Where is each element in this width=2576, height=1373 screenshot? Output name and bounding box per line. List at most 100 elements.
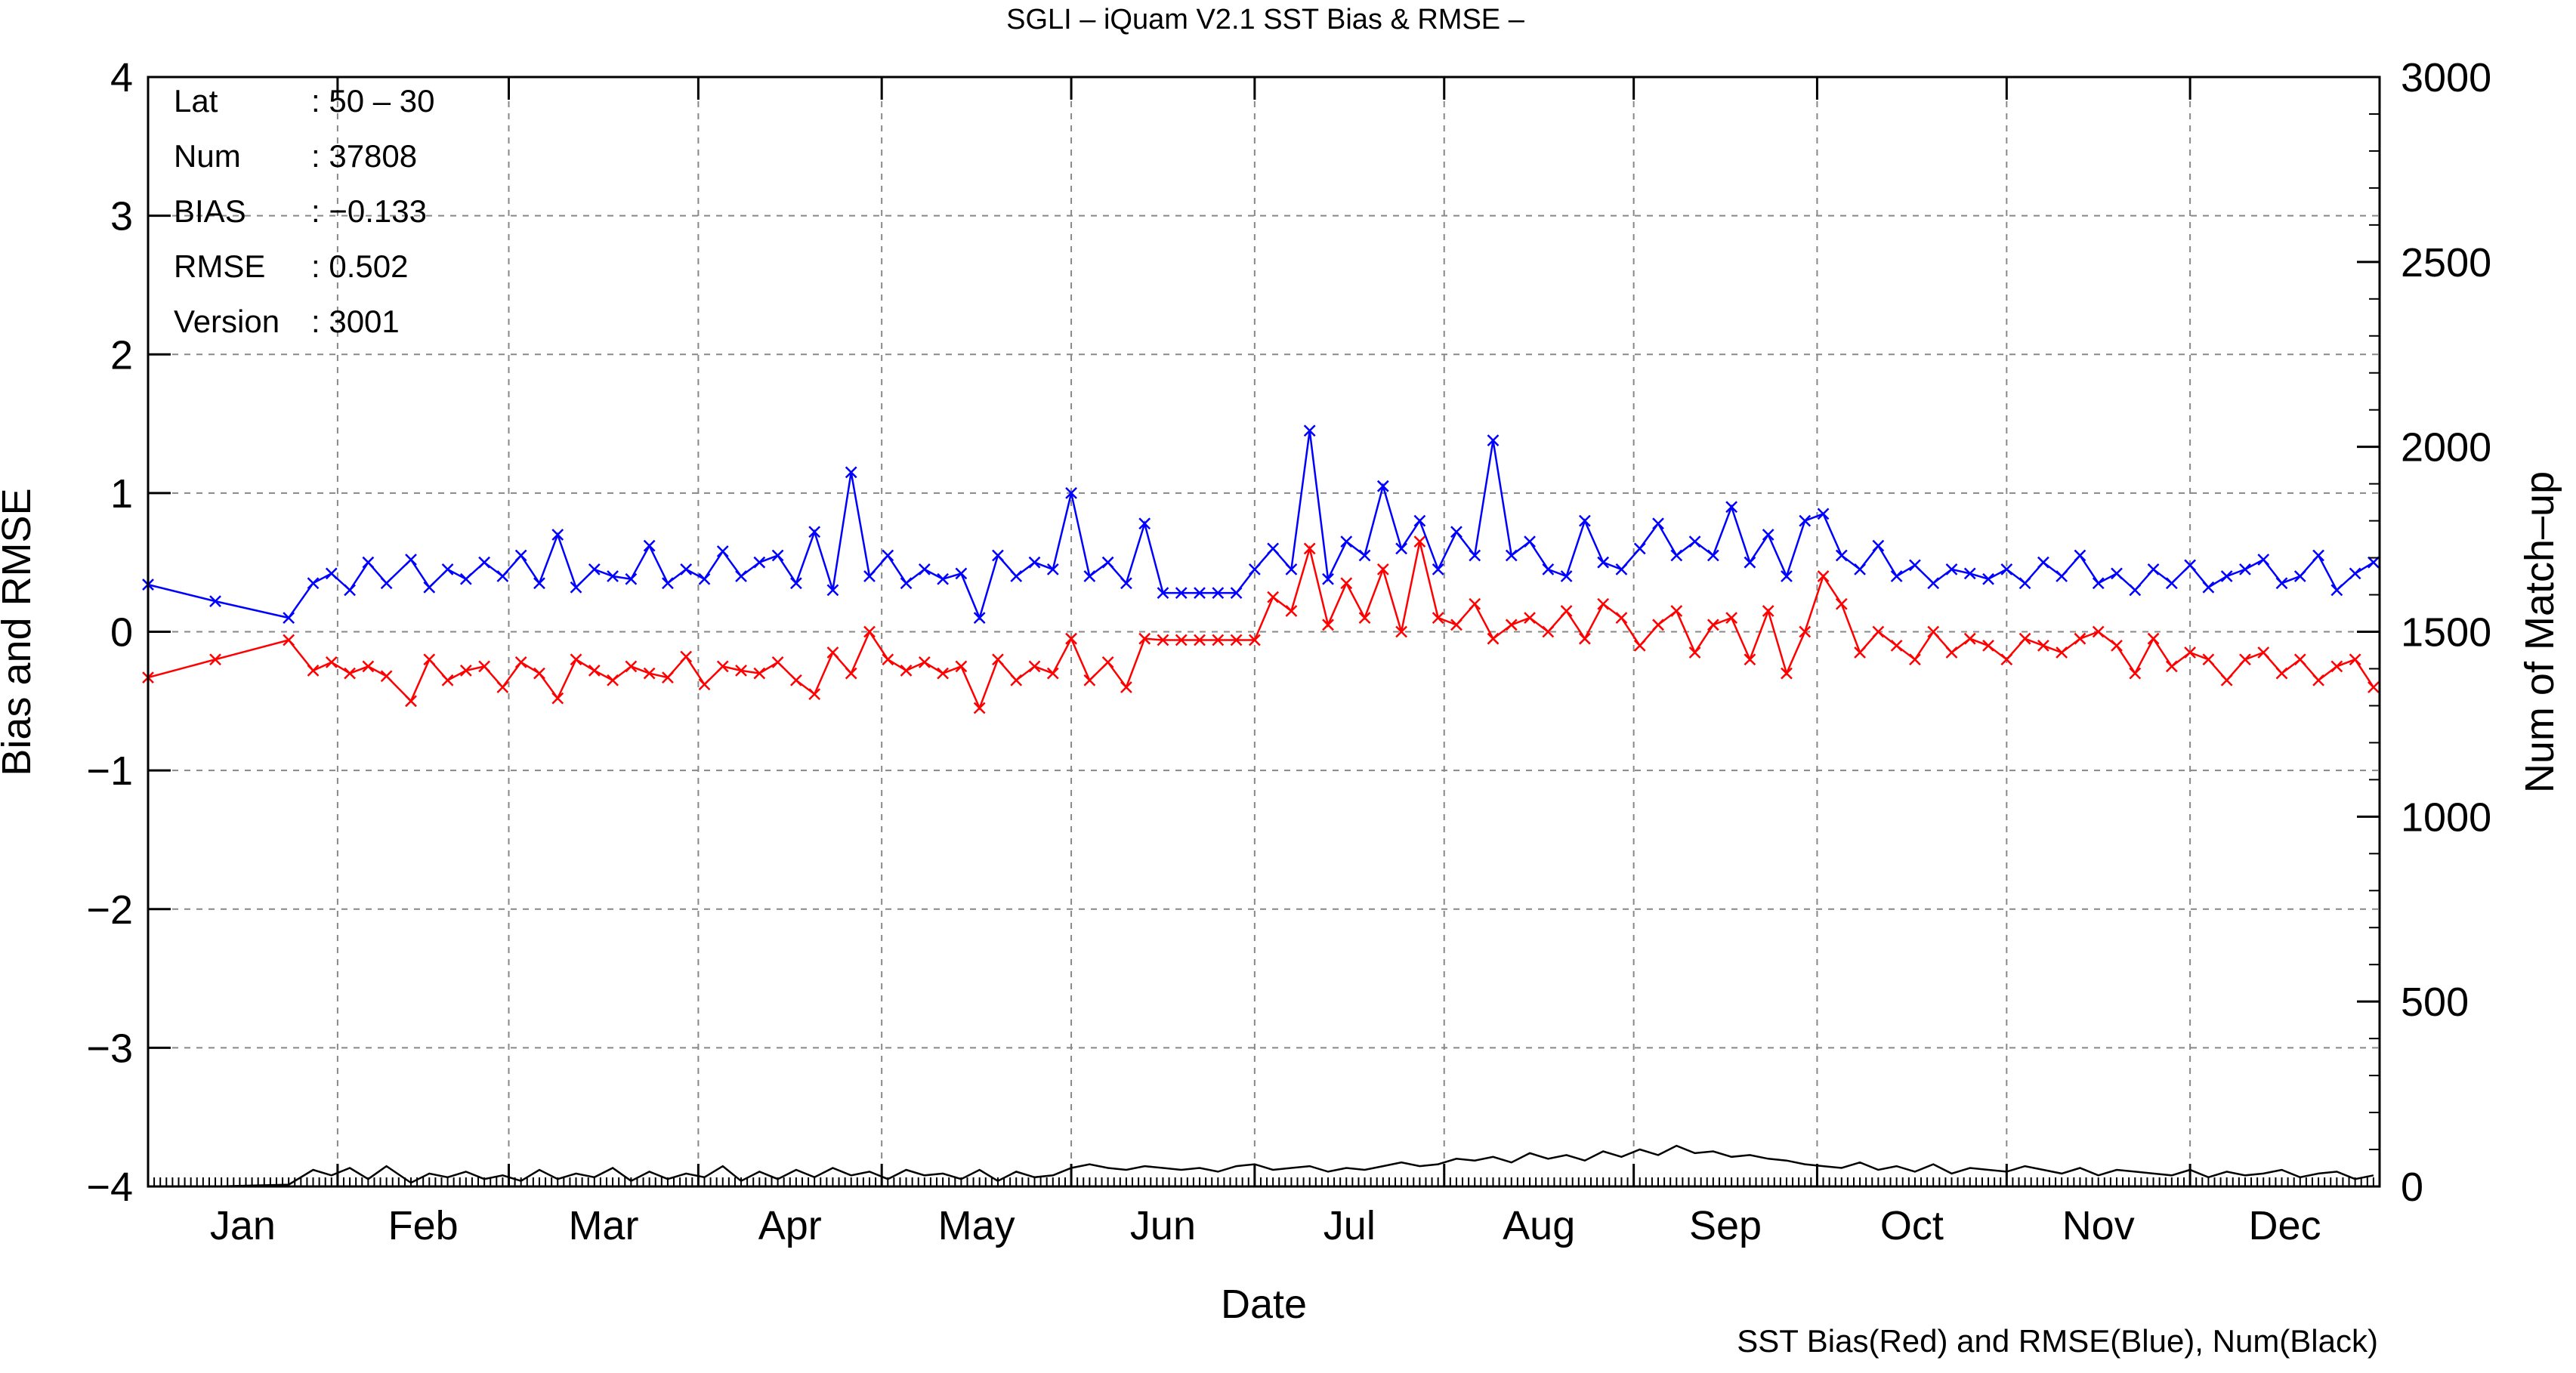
sst-bias-point xyxy=(735,665,747,677)
rmse-point xyxy=(2349,567,2361,580)
rmse-point xyxy=(992,549,1004,562)
rmse-point xyxy=(2129,584,2142,597)
rmse-point xyxy=(1872,539,1885,552)
chart-footer: SST Bias(Red) and RMSE(Blue), Num(Black) xyxy=(1737,1323,2378,1359)
sst-bias-point xyxy=(1872,625,1885,638)
sst-bias-point xyxy=(362,660,375,673)
sst-bias-point xyxy=(1046,667,1059,680)
rmse-point xyxy=(1835,549,1848,562)
sst-bias-point xyxy=(1505,619,1518,631)
sst-bias-point xyxy=(1597,597,1610,610)
rmse-point xyxy=(735,570,747,582)
sst-bias-point xyxy=(1175,634,1188,646)
rmse-point xyxy=(1101,556,1114,569)
rmse-point xyxy=(808,526,821,538)
rmse-point xyxy=(1395,542,1407,555)
rmse-point xyxy=(1963,567,1976,580)
rmse-point xyxy=(2147,563,2160,575)
rmse-point xyxy=(380,577,393,590)
sst-bias-point xyxy=(1560,605,1573,617)
sst-bias-point xyxy=(1120,681,1132,693)
sst-bias-point xyxy=(1688,646,1701,659)
sst-bias-point xyxy=(662,671,674,683)
rmse-point xyxy=(2000,563,2013,575)
sst-bias-point xyxy=(716,660,729,673)
rmse-point xyxy=(1890,570,1903,582)
y-left-tick-label: 0 xyxy=(110,610,133,656)
sst-bias-point xyxy=(918,656,931,668)
sst-bias-point xyxy=(1285,605,1298,617)
sst-bias-point xyxy=(1542,625,1555,638)
num-line xyxy=(148,1144,2374,1188)
rmse-point xyxy=(2275,577,2288,590)
sst-bias-point xyxy=(607,674,619,686)
y-right-tick-label: 1500 xyxy=(2401,610,2491,656)
sst-bias-point xyxy=(441,674,454,686)
sst-bias-point xyxy=(1909,653,1921,666)
sst-bias-point xyxy=(1835,597,1848,610)
info-value: : 3001 xyxy=(311,304,400,339)
y-left-tick-label: −3 xyxy=(86,1026,133,1071)
sst-bias-point xyxy=(1376,563,1389,575)
rmse-point xyxy=(1524,535,1536,548)
sst-bias-point xyxy=(2330,660,2343,673)
sst-bias-point xyxy=(2092,625,2105,638)
rmse-point xyxy=(307,577,320,590)
rmse-point xyxy=(1615,563,1628,575)
sst-bias-point xyxy=(1322,619,1334,631)
info-value: : 37808 xyxy=(311,138,417,174)
rmse-point xyxy=(283,612,295,625)
rmse-point xyxy=(1120,577,1132,590)
rmse-point xyxy=(2312,549,2324,562)
rmse-point xyxy=(1303,424,1316,437)
rmse-point xyxy=(698,572,711,585)
sst-bias-point xyxy=(1744,653,1756,666)
x-tick-label: Sep xyxy=(1689,1203,1762,1248)
rmse-point xyxy=(2220,570,2233,582)
rmse-point xyxy=(2257,554,2270,566)
info-key: Num xyxy=(174,138,241,174)
y-right-tick-label: 500 xyxy=(2401,980,2469,1025)
rmse-point xyxy=(1450,526,1463,538)
sst-bias-point xyxy=(1927,625,1940,638)
rmse-point xyxy=(1230,587,1243,599)
rmse-point xyxy=(789,577,802,590)
rmse-point xyxy=(1376,480,1389,492)
sst-bias-point xyxy=(2312,674,2324,686)
info-key: Version xyxy=(174,304,280,339)
rmse-point xyxy=(1688,535,1701,548)
rmse-point xyxy=(2074,549,2086,562)
sst-bias-point xyxy=(2074,632,2086,645)
sst-bias-point xyxy=(570,653,582,666)
x-tick-label: Oct xyxy=(1880,1203,1944,1248)
sst-bias-point xyxy=(1652,619,1664,631)
rmse-point xyxy=(1248,563,1261,575)
sst-bias-point xyxy=(1781,667,1793,680)
sst-bias-point xyxy=(1982,639,1994,652)
rmse-point xyxy=(1212,587,1225,599)
sst-bias-point xyxy=(771,656,784,668)
sst-bias-point xyxy=(2257,646,2270,659)
rmse-point xyxy=(680,563,693,575)
info-value: : 0.502 xyxy=(311,248,408,284)
sst-bias-point xyxy=(1963,632,1976,645)
rmse-point xyxy=(1744,556,1756,569)
sst-bias-point xyxy=(863,625,876,638)
rmse-point xyxy=(2184,559,2196,572)
rmse-point xyxy=(344,584,356,597)
info-value: : 50 – 30 xyxy=(311,83,434,119)
sst-bias-point xyxy=(680,650,693,663)
rmse-point xyxy=(1854,563,1866,575)
sst-bias-point xyxy=(2147,632,2160,645)
sst-bias-point xyxy=(1799,625,1812,638)
rmse-point xyxy=(1927,577,1940,590)
rmse-point xyxy=(2092,577,2105,590)
sst-bias-point xyxy=(1413,535,1426,548)
sst-bias-point xyxy=(2056,646,2068,659)
rmse-point xyxy=(325,567,338,580)
rmse-point xyxy=(1285,563,1298,575)
rmse-point xyxy=(1322,572,1334,585)
rmse-point xyxy=(551,529,564,541)
rmse-point xyxy=(1413,514,1426,527)
